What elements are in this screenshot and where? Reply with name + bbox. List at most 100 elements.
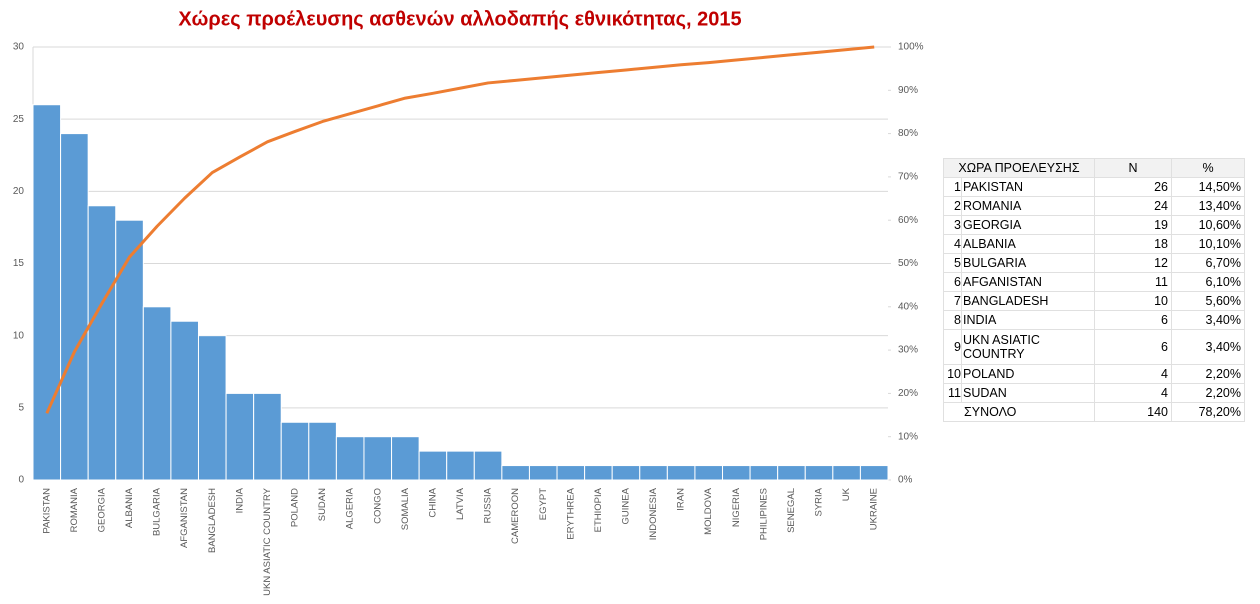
table-cell: BANGLADESH	[961, 291, 1095, 311]
table-cell: 3,40%	[1171, 329, 1245, 365]
table-row: ΧΩΡΑ ΠΡΟΕΛΕΥΣΗΣ N%	[943, 158, 1245, 178]
table-cell: 10	[943, 364, 962, 384]
x-tick-label: SOMALIA	[400, 487, 411, 530]
chart-title: Χώρες προέλευσης ασθενών αλλοδαπής εθνικ…	[178, 8, 741, 30]
x-tick-label: SYRIA	[814, 487, 825, 516]
x-tick-label: GUINEA	[620, 487, 631, 524]
cumulative-line	[45, 45, 875, 414]
table-row: 5 BULGARIA 12 6,70%	[943, 253, 1245, 273]
bar	[777, 465, 806, 481]
x-tick-label: ERYTHREA	[565, 487, 576, 539]
table-cell: 4	[943, 234, 962, 254]
x-tick-label: PHILIPINES	[758, 488, 769, 540]
table-cell: 11	[943, 383, 962, 403]
bar	[115, 219, 144, 481]
bar	[611, 465, 641, 481]
x-tick-label: UKN ASIATIC COUNTRY	[262, 487, 273, 596]
table-cell: %	[1171, 158, 1245, 178]
table-row: 1 PAKISTAN 26 14,50%	[943, 177, 1245, 197]
x-tick-label: POLAND	[290, 488, 301, 527]
bar	[584, 465, 613, 481]
y-tick-label: 5	[18, 402, 24, 413]
x-tick-label: NIGERIA	[731, 487, 742, 527]
x-tick-label: AFGANISTAN	[179, 488, 190, 548]
table-cell: N	[1094, 158, 1172, 178]
table-cell: 3	[943, 215, 962, 235]
y2-tick-label: 10%	[898, 431, 918, 442]
table-cell: 5	[943, 253, 962, 273]
x-tick-label: RUSSIA	[483, 487, 494, 523]
table-cell: 4	[1094, 383, 1172, 403]
table-cell: 6,70%	[1171, 253, 1245, 273]
x-tick-label: ALGERIA	[345, 487, 356, 529]
bar	[418, 450, 448, 481]
table-cell: 11	[1094, 272, 1172, 292]
table-cell: ΧΩΡΑ ΠΡΟΕΛΕΥΣΗΣ	[943, 158, 1095, 178]
table-cell: 6	[943, 272, 962, 292]
table-cell: 2,20%	[1171, 383, 1245, 403]
x-tick-label: BANGLADESH	[207, 488, 218, 553]
table-cell: 6	[1094, 310, 1172, 330]
x-tick-label: SUDAN	[317, 488, 328, 521]
table-cell: INDIA	[961, 310, 1095, 330]
y2-tick-label: 80%	[898, 128, 918, 139]
table-cell: 14,50%	[1171, 177, 1245, 197]
bar	[335, 436, 365, 481]
x-tick-label: PAKISTAN	[41, 488, 52, 534]
bar	[859, 465, 889, 481]
table-cell: 7	[943, 291, 962, 311]
bar	[363, 436, 393, 481]
table-cell: 5,60%	[1171, 291, 1245, 311]
table-row: 9 UKN ASIATIC COUNTRY 6 3,40%	[943, 329, 1245, 365]
bar	[556, 465, 586, 481]
table-cell: BULGARIA	[961, 253, 1095, 273]
bar	[639, 465, 668, 481]
table-cell: POLAND	[961, 364, 1095, 384]
table-cell: 3,40%	[1171, 310, 1245, 330]
table-row: 11 SUDAN 4 2,20%	[943, 383, 1245, 403]
table-row: 8 INDIA 6 3,40%	[943, 310, 1245, 330]
table-cell: 140	[1094, 402, 1172, 422]
y2-tick-label: 90%	[898, 85, 918, 96]
x-tick-label: BULGARIA	[152, 487, 163, 536]
x-tick-label: GEORGIA	[96, 487, 107, 532]
table-row: 10 POLAND 4 2,20%	[943, 364, 1245, 384]
x-tick-label: LATVIA	[455, 487, 466, 520]
y2-tick-label: 60%	[898, 215, 918, 226]
y-tick-label: 20	[13, 186, 25, 197]
y2-tick-label: 70%	[898, 172, 918, 183]
table-cell: 18	[1094, 234, 1172, 254]
table-cell: 9	[943, 329, 962, 365]
table-cell: 24	[1094, 196, 1172, 216]
x-tick-label: INDONESIA	[648, 487, 659, 540]
table-row: 6 AFGANISTAN 11 6,10%	[943, 272, 1245, 292]
bar	[87, 205, 117, 481]
table-cell: 2,20%	[1171, 364, 1245, 384]
x-tick-label: CONGO	[372, 488, 383, 524]
table-cell: GEORGIA	[961, 215, 1095, 235]
y2-tick-label: 40%	[898, 301, 918, 312]
y2-tick-label: 0%	[898, 475, 913, 486]
x-tick-label: CAMEROON	[510, 488, 521, 544]
table-cell: UKN ASIATIC COUNTRY	[961, 329, 1095, 365]
x-tick-label: ALBANIA	[124, 487, 135, 528]
x-tick-label: UK	[841, 487, 852, 501]
table-cell: ΣΥΝΟΛΟ	[943, 402, 1095, 422]
bar	[60, 133, 89, 481]
chart: Χώρες προέλευσης ασθενών αλλοδαπής εθνικ…	[13, 8, 924, 596]
table-cell: AFGANISTAN	[961, 272, 1095, 292]
bar	[197, 335, 227, 481]
bar	[253, 392, 282, 481]
table-cell: 10,60%	[1171, 215, 1245, 235]
table-row: 3 GEORGIA 19 10,60%	[943, 215, 1245, 235]
table-cell: 10	[1094, 291, 1172, 311]
table-cell: 19	[1094, 215, 1172, 235]
table-cell: 78,20%	[1171, 402, 1245, 422]
table-row: 2 ROMANIA 24 13,40%	[943, 196, 1245, 216]
x-tick-label: ETHIOPIA	[593, 487, 604, 532]
bar	[391, 436, 420, 481]
bar	[308, 421, 337, 481]
table-row: ΣΥΝΟΛΟ 140 78,20%	[943, 402, 1245, 422]
bar	[32, 104, 62, 481]
